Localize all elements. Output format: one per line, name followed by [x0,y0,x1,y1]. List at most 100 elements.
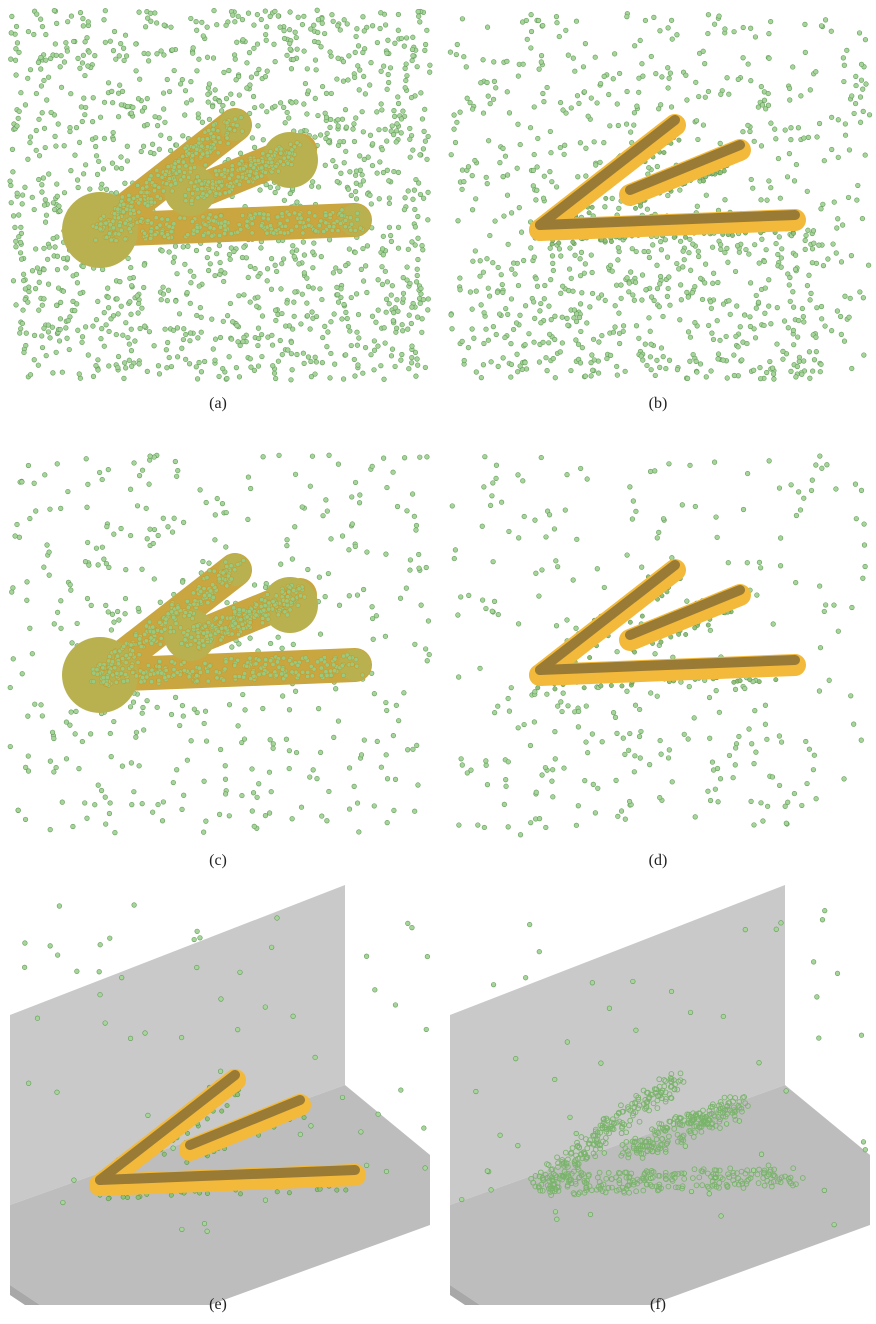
surface-particle [233,568,237,572]
surface-particle [186,605,190,609]
particle [568,246,573,251]
particle [80,61,85,66]
particle [259,17,264,22]
particle [67,347,72,352]
particle [741,507,746,512]
particle [343,353,348,358]
surface-particle [222,231,226,235]
surface-particle [240,175,244,179]
particle [542,174,547,179]
surface-particle [137,652,141,656]
particle [364,954,369,959]
particle [774,241,779,246]
particle [294,750,299,755]
particle [267,811,272,816]
particle [659,247,664,252]
particle [93,53,98,58]
particle [529,46,534,51]
particle [578,140,583,145]
particle [44,98,49,103]
particle [160,818,165,823]
particle [335,292,340,297]
particle [22,350,27,355]
particle [418,153,423,158]
particle [156,533,161,538]
particle [585,750,590,755]
particle [158,600,163,605]
particle [468,290,473,295]
surface-particle [353,228,357,232]
particle [745,341,750,346]
particle [578,466,583,471]
particle [366,155,371,160]
particle [195,68,200,73]
particle [771,372,776,377]
particle [498,160,503,165]
particle [252,824,257,829]
particle [276,635,281,640]
particle [372,339,377,344]
particle [354,197,359,202]
particle [42,78,47,83]
particle [243,708,248,713]
surface-particle [127,227,131,231]
particle [658,28,663,33]
particle [638,756,643,761]
particle [741,25,746,30]
particle [538,301,543,306]
particle [335,23,340,28]
particle [776,156,781,161]
particle [767,459,772,464]
particle [402,690,407,695]
surface-particle [163,675,167,679]
particle [800,372,805,377]
particle [534,198,539,203]
surface-particle [229,231,233,235]
particle [503,777,508,782]
particle [455,120,460,125]
surface-particle [220,615,224,619]
particle [757,261,762,266]
particle [369,352,374,357]
surface-particle [240,213,244,217]
surface-particle [276,613,280,617]
particle [616,258,621,263]
particle [591,782,596,787]
surface-particle [203,661,207,665]
particle [411,747,416,752]
particle [233,57,238,62]
particle [61,289,66,294]
particle [633,280,638,285]
particle [685,290,690,295]
particle [536,18,541,23]
particle [250,136,255,141]
particle [189,738,194,743]
surface-particle [182,175,186,179]
particle [460,763,465,768]
particle [293,689,298,694]
particle [294,35,299,40]
particle [521,258,526,263]
particle [765,804,770,809]
particle [41,176,46,181]
particle [617,331,622,336]
particle [479,303,484,308]
particle [456,218,461,223]
particle [626,748,631,753]
particle [658,738,663,743]
surface-particle [192,165,196,169]
particle [410,58,415,63]
surface-particle [197,641,201,645]
particle [485,256,490,261]
particle [387,178,392,183]
particle [25,580,30,585]
particle [717,14,722,19]
surface-particle [263,603,267,607]
particle [598,160,603,165]
particle [174,474,179,479]
particle [732,353,737,358]
particle [102,100,107,105]
particle [129,283,134,288]
particle [775,305,780,310]
particle [316,706,321,711]
